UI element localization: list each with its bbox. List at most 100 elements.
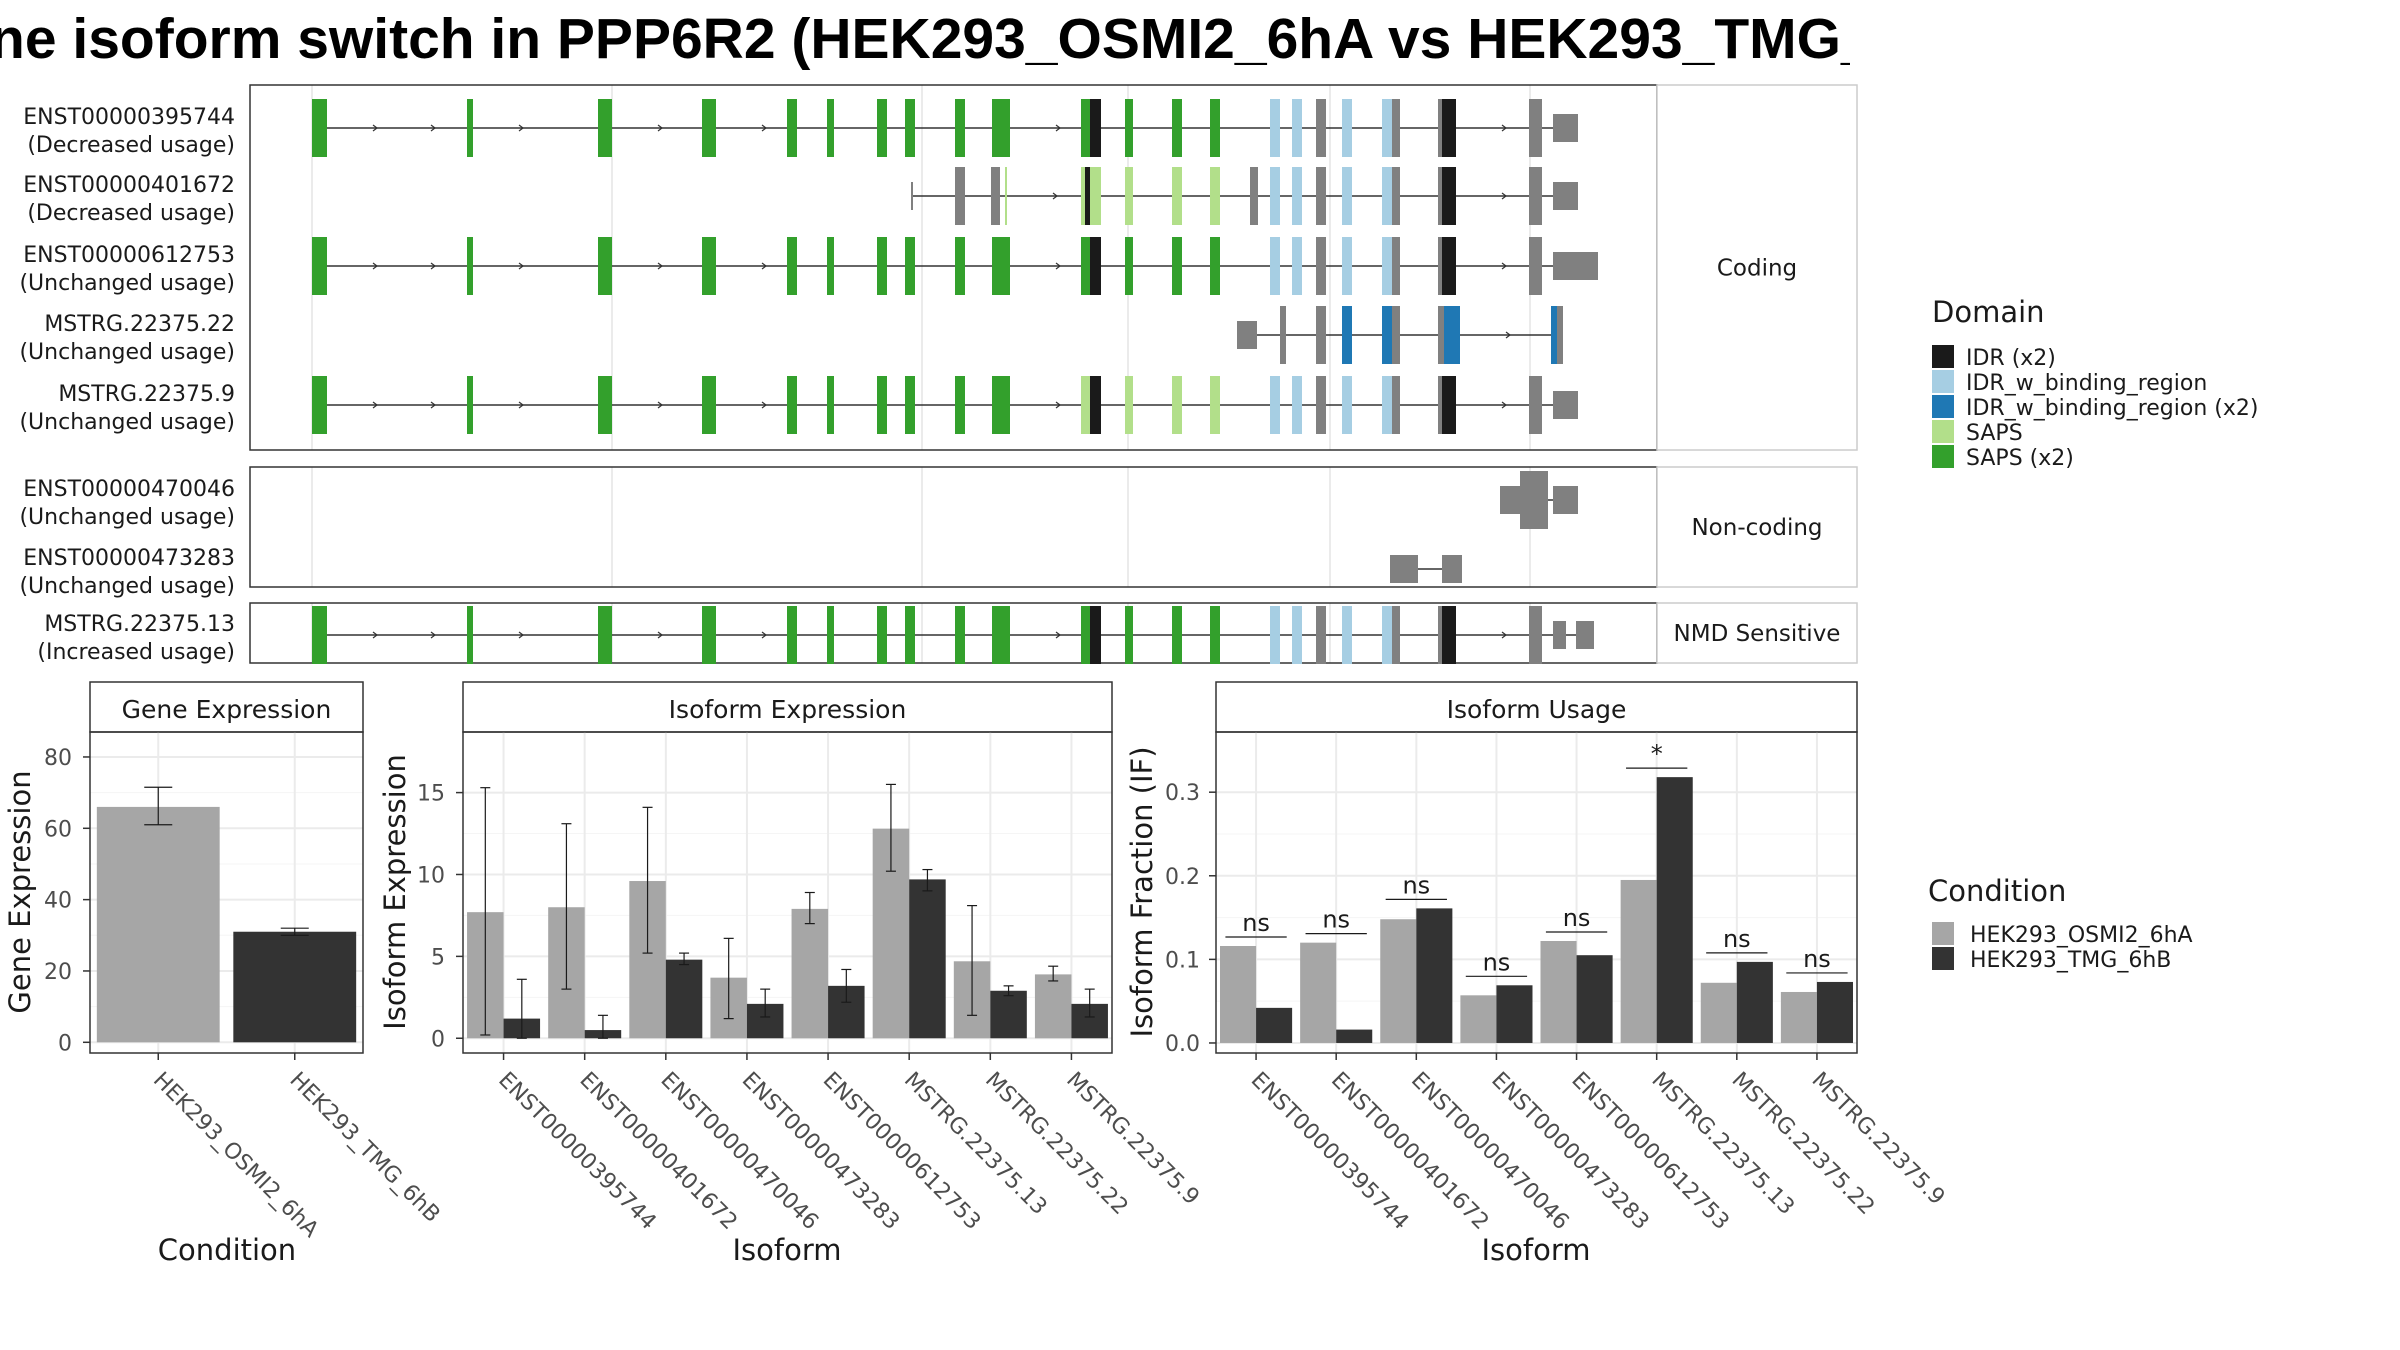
domain-legend-swatch: [1932, 395, 1954, 418]
exon-rect: [1342, 167, 1352, 225]
exon-rect: [1382, 99, 1392, 157]
isoform-usage-label: (Decreased usage): [27, 201, 235, 226]
strand-arrow: [372, 124, 378, 132]
y-tick-label: 5: [431, 945, 445, 970]
domain-legend-label: IDR_w_binding_region (x2): [1966, 396, 2258, 421]
exon-rect: [1292, 99, 1302, 157]
strand-arrow: [1055, 401, 1061, 409]
exon-rect: [1280, 306, 1286, 364]
exon-rect: [1382, 606, 1392, 664]
bar: [1380, 919, 1417, 1043]
y-tick-label: 40: [44, 889, 72, 914]
exon-rect: [955, 237, 965, 295]
exon-rect: [955, 606, 965, 664]
exon-rect: [1237, 321, 1257, 349]
exon-rect: [467, 99, 473, 157]
isoform-usage-label: (Decreased usage): [27, 133, 235, 158]
exon-rect: [911, 182, 913, 210]
exon-rect: [312, 237, 327, 295]
exon-rect: [1172, 237, 1182, 295]
exon-rect: [1392, 306, 1400, 364]
significance-label: ns: [1563, 904, 1591, 932]
strand-arrow: [430, 401, 436, 409]
strand-arrow: [1501, 401, 1507, 409]
bar: [1736, 961, 1773, 1043]
exon-rect: [1442, 99, 1456, 157]
exon-rect: [1551, 306, 1557, 364]
exon-rect: [1342, 376, 1352, 434]
exon-rect: [1438, 306, 1444, 364]
strand-arrow: [761, 124, 767, 132]
exon-rect: [1292, 167, 1302, 225]
domain-legend-label: SAPS: [1966, 421, 2023, 446]
exon-rect: [1210, 376, 1220, 434]
exon-rect: [1553, 182, 1578, 210]
exon-rect: [1442, 606, 1456, 664]
chart-strip: [89, 681, 364, 733]
isoform-name-label: MSTRG.22375.13: [44, 612, 235, 637]
bar: [1460, 995, 1497, 1043]
strand-arrow: [657, 262, 663, 270]
x-axis-title: Isoform: [732, 1233, 841, 1267]
exon-rect: [1085, 167, 1090, 225]
exon-rect: [312, 99, 327, 157]
y-tick-label: 0.2: [1165, 865, 1200, 890]
y-axis-title: Isoform Expression: [378, 754, 412, 1030]
strand-arrow: [430, 124, 436, 132]
exon-rect: [1125, 99, 1133, 157]
chart-panel-border: [1215, 731, 1858, 1054]
chart-strip: [462, 681, 1113, 733]
exon-rect: [702, 99, 716, 157]
exon-rect: [905, 237, 915, 295]
exon-rect: [1316, 376, 1326, 434]
strand-arrow: [657, 401, 663, 409]
exon-rect: [702, 606, 716, 664]
exon-rect: [992, 376, 1010, 434]
exon-rect: [1250, 167, 1258, 225]
exon-rect: [1382, 167, 1392, 225]
x-tick-label: ENST00000401672: [1326, 1068, 1493, 1235]
exon-rect: [1442, 167, 1456, 225]
domain-legend-swatch: [1932, 370, 1954, 393]
exon-rect: [1553, 252, 1598, 280]
strand-arrow: [518, 631, 524, 639]
x-tick-label: ENST00000473283: [1486, 1068, 1653, 1235]
isoform-usage-label: (Unchanged usage): [19, 410, 235, 435]
domain-legend-swatch: [1932, 420, 1954, 443]
exon-rect: [1210, 237, 1220, 295]
isoform-name-label: MSTRG.22375.9: [58, 382, 235, 407]
exon-rect: [1392, 167, 1400, 225]
x-tick-label: ENST00000401672: [574, 1068, 741, 1235]
isoform-usage-label: (Unchanged usage): [19, 340, 235, 365]
exon-rect: [1210, 167, 1220, 225]
exon-rect: [1081, 99, 1090, 157]
condition-legend-swatch: [1932, 947, 1954, 970]
exon-rect: [1210, 606, 1220, 664]
bar: [1496, 985, 1533, 1043]
strand-arrow: [1505, 331, 1511, 339]
exon-rect: [1292, 606, 1302, 664]
x-tick-label: HEK293_TMG_6hB: [285, 1068, 445, 1228]
exon-rect: [1270, 167, 1280, 225]
exon-rect: [1090, 606, 1101, 664]
significance-label: ns: [1322, 906, 1350, 934]
exon-rect: [1392, 237, 1400, 295]
exon-rect: [1540, 471, 1548, 529]
exon-rect: [1081, 376, 1090, 434]
domain-legend-label: IDR_w_binding_region: [1966, 371, 2207, 396]
bar: [791, 908, 829, 1039]
y-axis-title: Isoform Fraction (IF): [1125, 746, 1159, 1037]
domain-legend-label: SAPS (x2): [1966, 446, 2074, 471]
chart-panel-border: [89, 731, 364, 1054]
y-tick-label: 10: [417, 863, 445, 888]
exon-rect: [787, 99, 797, 157]
y-tick-label: 20: [44, 960, 72, 985]
exon-rect: [1172, 167, 1182, 225]
exon-rect: [1553, 621, 1566, 649]
exon-rect: [1125, 167, 1133, 225]
exon-rect: [1342, 306, 1352, 364]
y-tick-label: 15: [417, 782, 445, 807]
exon-rect: [827, 606, 834, 664]
exon-rect: [1005, 167, 1007, 225]
exon-rect: [1438, 167, 1442, 225]
